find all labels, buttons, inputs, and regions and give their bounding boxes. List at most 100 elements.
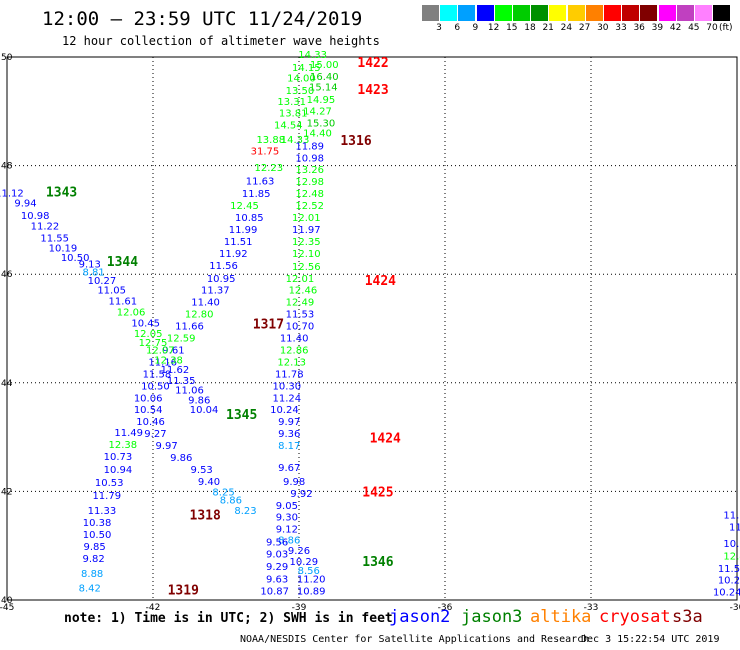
legend-swatch xyxy=(695,5,712,21)
wave-height-value: 10.06 xyxy=(134,393,163,404)
wave-height-value: 9.92 xyxy=(290,489,312,500)
wave-height-value: 8.17 xyxy=(278,441,300,452)
wave-height-value: 12.06 xyxy=(117,307,146,318)
wave-height-value: 14.27 xyxy=(303,107,332,118)
wave-height-value: 9.86 xyxy=(170,453,192,464)
lat-tick-label: 40 xyxy=(1,596,13,606)
wave-height-value: 12.98 xyxy=(295,177,324,188)
wave-height-value: 12.56 xyxy=(292,262,321,273)
wave-height-value: 9.03 xyxy=(266,550,288,561)
footer-timestamp: Dec 3 15:22:54 UTC 2019 xyxy=(581,634,720,645)
wave-height-value: 9.86 xyxy=(188,395,210,406)
wave-height-value: 9.82 xyxy=(82,554,104,565)
wave-height-value: 8.81 xyxy=(82,267,104,278)
wave-height-color-legend: 3 6 9 12 15 18 21 24 27 30 33 36 39 42 45 70 (ft) xyxy=(422,5,737,35)
wave-height-value: 11.56 xyxy=(209,261,238,272)
wave-height-value: 12.59 xyxy=(167,334,196,345)
wave-height-value: 10.24 xyxy=(270,405,299,416)
wave-height-value: 11. xyxy=(729,522,740,533)
legend-swatch xyxy=(676,5,694,21)
wave-height-value: 10.27 xyxy=(88,276,117,287)
wave-height-value: 13.26 xyxy=(295,165,324,176)
legend-level-label: 3 xyxy=(436,23,442,33)
legend-level-label: 6 xyxy=(454,23,461,33)
wave-height-value: 10.73 xyxy=(104,452,133,463)
wave-height-value: 15.14 xyxy=(309,83,338,94)
wave-height-value: 14.54 xyxy=(274,121,303,132)
legend-level-label: 24 xyxy=(560,23,573,33)
wave-height-value: 14.00 xyxy=(287,73,316,84)
wave-height-value: 11.55 xyxy=(40,234,69,245)
wave-height-value: 9.36 xyxy=(278,429,300,440)
pass-number-label: 1317 xyxy=(253,318,284,333)
wave-height-value: 9.27 xyxy=(144,429,166,440)
legend-swatch xyxy=(513,5,530,21)
wave-height-value: 14.33 xyxy=(298,50,327,61)
wave-height-value: 10.94 xyxy=(104,465,133,476)
wave-height-value: 11.40 xyxy=(280,334,309,345)
wave-height-value: 11.37 xyxy=(201,286,230,297)
wave-height-value: 9.63 xyxy=(266,575,288,586)
wave-height-value: 10.95 xyxy=(207,274,236,285)
wave-height-value: 12.38 xyxy=(109,440,138,451)
wave-height-value: 12.75 xyxy=(139,338,168,349)
wave-height-value: 9.29 xyxy=(266,562,288,573)
wave-height-value: 10.46 xyxy=(136,417,165,428)
wave-height-value: 9.85 xyxy=(83,542,105,553)
wave-height-value: 12.80 xyxy=(185,310,214,321)
pass-number-label: 1424 xyxy=(365,274,396,289)
wave-height-value: 8.25 xyxy=(212,488,234,499)
wave-height-value: 10.3 xyxy=(723,539,740,550)
mission-label-altika: altika xyxy=(530,607,592,627)
wave-height-value: 12.05 xyxy=(134,329,163,340)
wave-height-value: 11.79 xyxy=(92,491,121,502)
wave-height-value: 10.30 xyxy=(273,381,302,392)
lon-tick-label: -36 xyxy=(438,603,453,613)
wave-height-value: 10.50 xyxy=(141,381,170,392)
wave-height-value: 8.88 xyxy=(81,569,103,580)
legend-level-label: 15 xyxy=(506,23,518,33)
wave-height-value: 12.45 xyxy=(230,201,259,212)
legend-swatch xyxy=(531,5,549,21)
mission-label-jason3: jason3 xyxy=(461,607,523,627)
wave-height-value: 10.45 xyxy=(131,318,160,329)
wave-height-value: 11.06 xyxy=(175,386,204,397)
legend-level-label: 27 xyxy=(578,23,591,33)
lat-tick-label: 42 xyxy=(1,487,12,497)
lat-tick-label: 50 xyxy=(1,53,13,63)
wave-height-value: 12.4 xyxy=(723,551,740,562)
legend-swatch xyxy=(658,5,676,21)
legend-swatch xyxy=(604,5,621,21)
wave-height-value: 11.33 xyxy=(88,506,117,517)
wave-height-value: 9.12 xyxy=(276,525,298,536)
wave-height-value: 12.10 xyxy=(292,249,321,260)
legend-level-label: 33 xyxy=(615,23,627,33)
wave-height-value: 11.16 xyxy=(148,357,177,368)
wave-height-value: 11.78 xyxy=(275,369,304,380)
wave-height-value: 12.86 xyxy=(280,345,309,356)
wave-height-value: 10.50 xyxy=(61,253,90,264)
wave-height-value: 11.97 xyxy=(292,225,321,236)
wave-height-value: 12.01 xyxy=(286,274,315,285)
wave-height-value: 15.00 xyxy=(310,60,339,71)
pass-number-label: 1344 xyxy=(107,255,138,270)
legend-unit: (ft) xyxy=(719,23,733,33)
wave-height-value: 11.92 xyxy=(219,249,248,260)
wave-height-value: 10.87 xyxy=(260,587,289,598)
mission-label-cryosat: cryosat xyxy=(599,607,671,627)
mission-label-s3a: s3a xyxy=(672,607,703,627)
pass-number-label: 1425 xyxy=(362,485,393,500)
wave-height-value: 9.40 xyxy=(198,477,220,488)
legend-swatch xyxy=(549,5,567,21)
wave-height-value: 9.67 xyxy=(278,463,300,474)
wave-height-value: 13.88 xyxy=(256,135,285,146)
lat-tick-label: 46 xyxy=(1,270,13,280)
wave-height-value: 10.98 xyxy=(21,211,50,222)
wave-height-value: 9.97 xyxy=(155,441,177,452)
wave-height-value: 10.85 xyxy=(235,213,264,224)
pass-number-label: 1319 xyxy=(168,584,199,599)
footer-credit: NOAA/NESDIS Center for Satellite Applica… xyxy=(240,634,590,645)
wave-height-value: 11.85 xyxy=(242,189,271,200)
wave-height-value: 12.48 xyxy=(295,189,324,200)
